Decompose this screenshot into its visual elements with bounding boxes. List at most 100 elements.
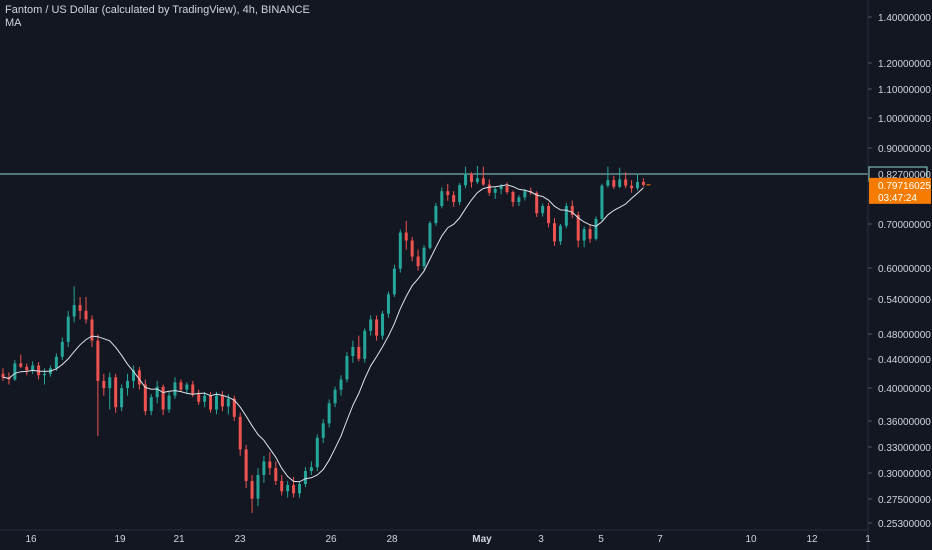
candle-body	[351, 346, 355, 357]
candle-body	[37, 365, 41, 376]
candle-body	[72, 305, 76, 317]
candle-body	[558, 225, 562, 242]
candle-body	[309, 467, 313, 472]
candle-body	[220, 395, 224, 407]
candle-body	[327, 403, 331, 424]
indicator-label-ma[interactable]: MA	[5, 17, 22, 29]
candle-body	[60, 341, 64, 357]
chart-legend: Fantom / US Dollar (calculated by Tradin…	[5, 4, 310, 30]
candle-body	[535, 192, 539, 214]
candle-body	[256, 474, 260, 499]
moving-average-line	[2, 184, 644, 483]
candle-body	[582, 229, 586, 241]
x-tick-label: 19	[114, 534, 126, 545]
candle-body	[588, 229, 592, 239]
candle-body	[244, 449, 248, 481]
candle-body	[624, 179, 628, 186]
candle-body	[428, 223, 432, 248]
candle-body	[416, 256, 420, 267]
y-tick-label: 0.27500000	[878, 495, 931, 506]
candle-body	[102, 380, 106, 389]
candle-body	[286, 485, 290, 492]
bar-countdown-label: 03:47:24	[878, 193, 917, 204]
candle-body	[570, 205, 574, 215]
candle-body	[238, 416, 242, 450]
candle-body	[381, 313, 385, 336]
candle-body	[523, 191, 527, 198]
candle-body	[167, 395, 171, 410]
x-tick-label: May	[472, 534, 492, 545]
y-tick-label: 0.33000000	[878, 443, 931, 454]
price-axis[interactable]: 1.40000000 1.20000000 1.10000000 1.00000000…	[867, 0, 931, 550]
candle-body	[149, 397, 153, 412]
candle-body	[120, 388, 124, 408]
y-tick-label: 0.60000000	[878, 264, 931, 275]
candle-body	[214, 395, 218, 410]
candle-body	[612, 180, 616, 187]
y-tick-label: 0.30000000	[878, 469, 931, 480]
candle-body	[179, 382, 183, 390]
candle-body	[464, 173, 468, 186]
candle-body	[185, 384, 189, 390]
y-tick-label: 0.40000000	[878, 384, 931, 395]
candle-body	[576, 214, 580, 241]
x-tick-label: 3	[538, 534, 544, 545]
candle-body	[600, 185, 604, 219]
x-tick-label: 26	[325, 534, 337, 545]
candle-body	[541, 205, 545, 214]
candle-body	[96, 340, 100, 381]
candle-body	[173, 382, 177, 396]
last-price-label-box	[869, 177, 931, 204]
candle-body	[84, 310, 88, 320]
candle-body	[363, 330, 367, 359]
candle-body	[78, 305, 82, 311]
candle-body	[250, 480, 254, 499]
candle-body	[452, 195, 456, 203]
y-tick-label: 0.44000000	[878, 355, 931, 366]
candle-body	[434, 205, 438, 224]
candle-body	[262, 461, 266, 475]
candle-body	[54, 356, 58, 369]
x-tick-label: 28	[386, 534, 398, 545]
candle-body	[636, 181, 640, 189]
candle-body	[155, 386, 159, 398]
candle-body	[552, 223, 556, 242]
x-tick-label: 5	[598, 534, 604, 545]
candle-body	[511, 192, 515, 203]
candle-body	[315, 437, 319, 468]
candle-body	[66, 316, 70, 342]
y-tick-label: 0.48000000	[878, 330, 931, 341]
candle-body	[641, 181, 645, 185]
x-tick-label: 21	[173, 534, 185, 545]
candle-body	[25, 366, 29, 371]
candle-body	[280, 480, 284, 492]
y-tick-label: 0.90000000	[878, 144, 931, 155]
x-tick-label: 23	[234, 534, 246, 545]
candle-body	[197, 394, 201, 402]
candle-body	[564, 205, 568, 226]
candle-body	[126, 380, 130, 389]
candle-body	[226, 398, 230, 407]
candle-body	[440, 191, 444, 206]
candle-body	[90, 319, 94, 341]
x-tick-label: 7	[657, 534, 663, 545]
candle-body	[410, 240, 414, 257]
y-tick-label: 0.25300000	[878, 519, 931, 530]
candle-body	[357, 346, 361, 359]
candle-body	[321, 423, 325, 438]
candle-body	[369, 319, 373, 331]
candle-body	[268, 461, 272, 469]
ma-line	[2, 184, 644, 483]
candle-body	[1, 373, 5, 378]
y-tick-label: 0.54000000	[878, 295, 931, 306]
y-tick-label: 1.10000000	[878, 85, 931, 96]
time-axis[interactable]: 16 19 21 23 26 28 May 3 5 7 10 12 1	[0, 529, 871, 545]
candle-body	[339, 379, 343, 390]
candle-body	[517, 197, 521, 203]
symbol-title[interactable]: Fantom / US Dollar (calculated by Tradin…	[5, 4, 310, 16]
candle-body	[345, 356, 349, 380]
candle-body	[209, 395, 213, 410]
candle-body	[446, 191, 450, 196]
